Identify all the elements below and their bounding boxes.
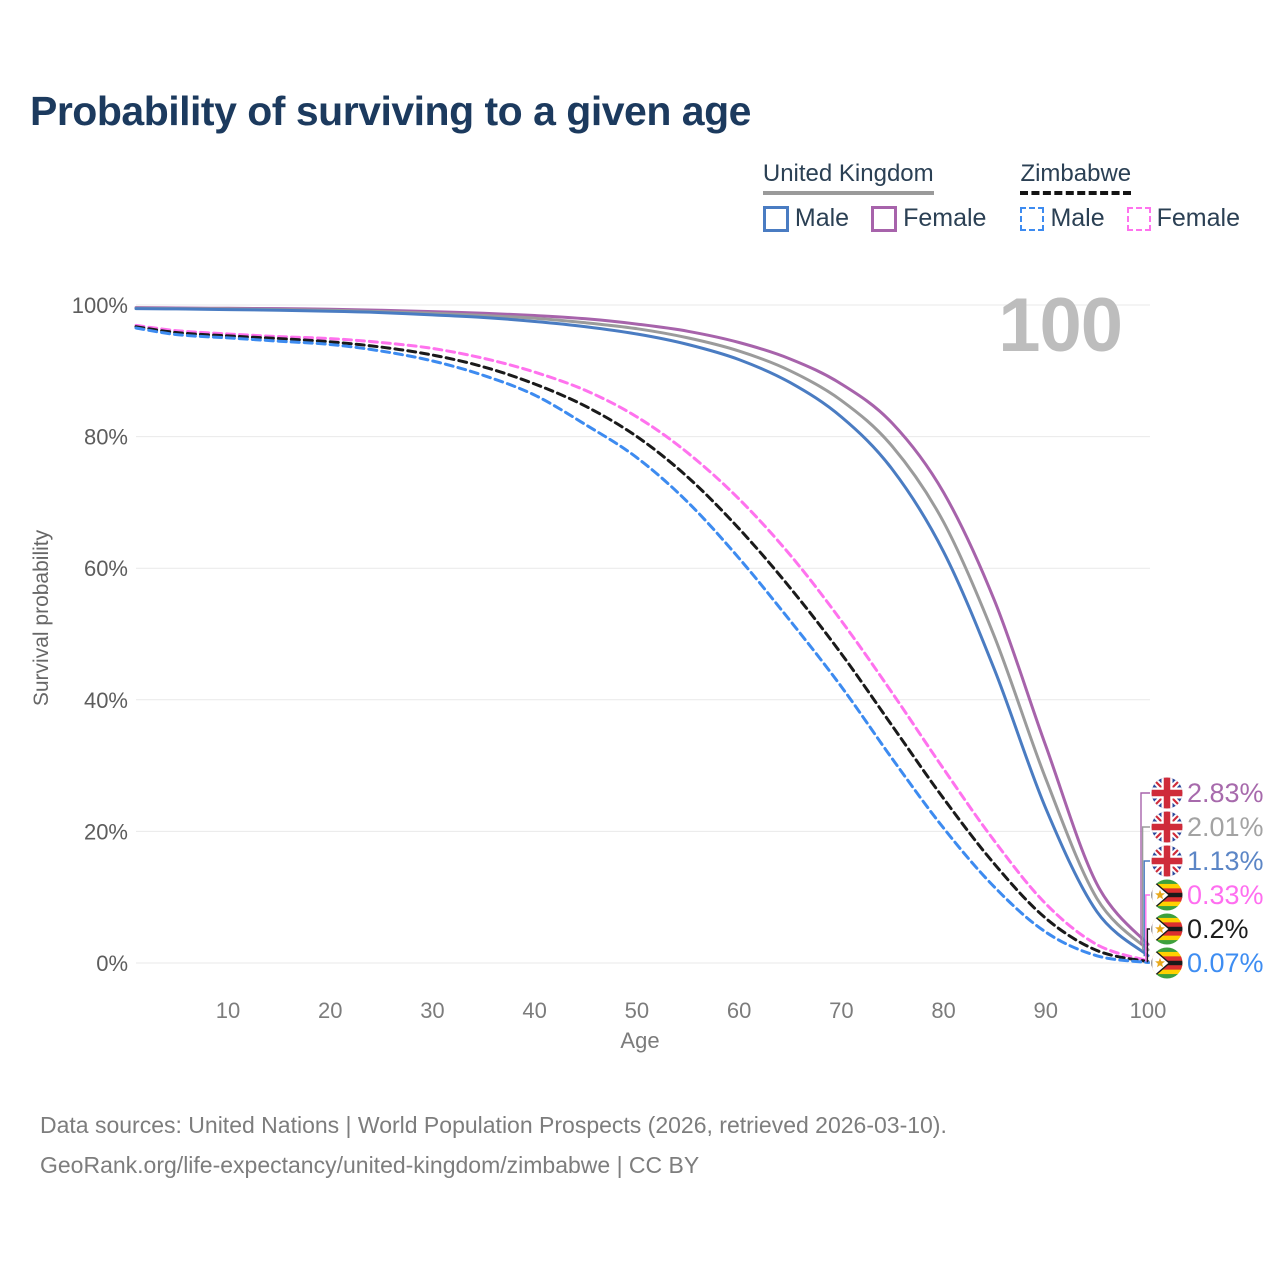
x-tick-label: 60 xyxy=(727,998,751,1023)
legend-group-united-kingdom: United Kingdom Male Female xyxy=(762,160,986,233)
legend-item-label: Male xyxy=(794,204,850,232)
zimbabwe-flag-icon xyxy=(1151,913,1183,945)
legend-header-united-kingdom[interactable]: United Kingdom xyxy=(762,160,934,195)
y-tick-label: 0% xyxy=(96,951,128,976)
leader-line-zw-all xyxy=(1146,928,1150,963)
x-tick-label: 20 xyxy=(318,998,342,1023)
y-tick-label: 80% xyxy=(84,425,128,450)
x-tick-label: 40 xyxy=(522,998,546,1023)
legend-item-label: Female xyxy=(1156,204,1240,232)
end-value-label-uk-female: 2.83% xyxy=(1187,778,1264,808)
x-axis-title: Age xyxy=(620,1028,660,1053)
series-line-zw-all xyxy=(134,325,1150,964)
zimbabwe-flag-icon xyxy=(1151,879,1183,911)
footer-data-sources: Data sources: United Nations | World Pop… xyxy=(40,1112,947,1138)
x-tick-label: 30 xyxy=(420,998,444,1023)
legend-item-uk-male[interactable]: Male xyxy=(762,204,850,233)
page-title: Probability of surviving to a given age xyxy=(30,88,751,134)
x-tick-label: 80 xyxy=(931,998,955,1023)
series-line-zw-female xyxy=(134,323,1150,963)
end-value-label-zw-female: 0.33% xyxy=(1187,880,1264,910)
zw-male-swatch-icon xyxy=(1020,206,1045,231)
uk-flag-icon xyxy=(1151,811,1183,843)
x-tick-label: 70 xyxy=(829,998,853,1023)
y-tick-label: 20% xyxy=(84,819,128,844)
legend-group-zimbabwe: Zimbabwe Male Female xyxy=(1020,160,1240,233)
leader-line-zw-male xyxy=(1148,961,1150,964)
uk-flag-icon xyxy=(1151,777,1183,809)
legend-item-label: Male xyxy=(1050,204,1105,232)
y-tick-label: 40% xyxy=(84,688,128,713)
series-line-uk-all xyxy=(134,306,1150,952)
legend-item-label: Female xyxy=(903,204,987,232)
uk-flag-icon xyxy=(1151,845,1183,877)
series-line-uk-male xyxy=(134,307,1150,958)
end-value-label-zw-male: 0.07% xyxy=(1187,948,1264,978)
x-tick-label: 90 xyxy=(1034,998,1058,1023)
zw-female-swatch-icon xyxy=(1126,206,1151,231)
legend: United Kingdom Male Female Zimbabwe Male xyxy=(762,160,1240,233)
end-value-label-uk-all: 2.01% xyxy=(1187,812,1264,842)
y-tick-label: 100% xyxy=(72,293,128,318)
legend-item-zw-female[interactable]: Female xyxy=(1126,204,1240,233)
zimbabwe-flag-icon xyxy=(1151,947,1183,979)
footer-attribution: GeoRank.org/life-expectancy/united-kingd… xyxy=(40,1152,700,1178)
x-tick-label: 50 xyxy=(625,998,649,1023)
legend-item-uk-female[interactable]: Female xyxy=(871,204,986,233)
end-value-label-uk-male: 1.13% xyxy=(1187,846,1264,876)
footer: Data sources: United Nations | World Pop… xyxy=(40,1105,947,1185)
age-watermark: 100 xyxy=(998,283,1123,368)
end-value-label-zw-all: 0.2% xyxy=(1187,914,1249,944)
legend-header-zimbabwe[interactable]: Zimbabwe xyxy=(1020,160,1132,195)
series-line-zw-male xyxy=(134,326,1150,964)
uk-female-swatch-icon xyxy=(871,205,898,232)
y-axis-title: Survival probability xyxy=(30,529,53,707)
uk-male-swatch-icon xyxy=(762,205,789,232)
x-tick-label: 100 xyxy=(1130,998,1167,1023)
x-tick-label: 10 xyxy=(216,998,240,1023)
series-line-uk-female xyxy=(134,306,1150,946)
y-tick-label: 60% xyxy=(84,556,128,581)
legend-item-zw-male[interactable]: Male xyxy=(1020,204,1105,233)
